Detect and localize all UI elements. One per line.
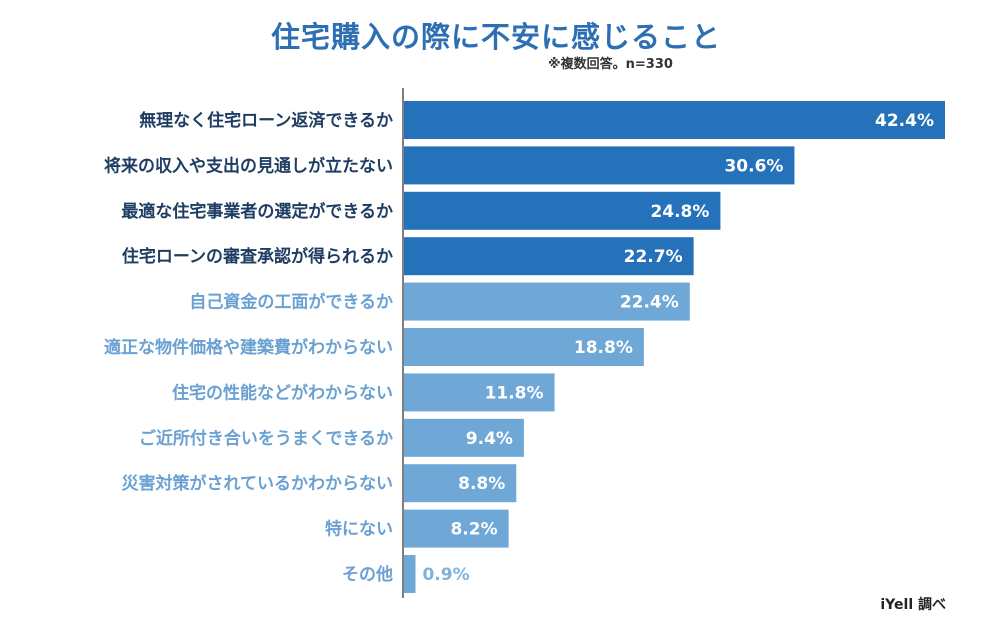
category-label: ご近所付き合いをうまくできるか [139,428,393,449]
value-label: 8.8% [458,474,505,494]
value-label: 24.8% [650,202,709,222]
category-label: 住宅の性能などがわからない [172,382,393,403]
category-label: 適正な物件価格や建築費がわからない [104,337,393,358]
category-label: 最適な住宅事業者の選定ができるか [121,201,393,222]
value-label: 9.4% [466,429,513,449]
category-label: 住宅ローンの審査承認が得られるか [122,246,393,267]
bar [404,464,517,503]
value-label: 22.4% [620,293,679,313]
category-label: その他 [342,564,393,585]
value-label: 22.7% [624,247,683,267]
source-credit: iYell 調べ [880,597,946,613]
category-label: 特にない [325,519,393,540]
bar [404,191,721,230]
value-label: 0.9% [422,565,469,585]
bar [404,282,690,321]
bar [404,328,644,366]
value-label: 8.2% [450,520,497,540]
category-label: 自己資金の工面ができるか [189,292,393,313]
chart-title: 住宅購入の際に不安に感じること [270,20,721,54]
bar [404,509,509,548]
category-label: 将来の収入や支出の見通しが立たない [104,155,393,176]
sample-note: ※複数回答。n=330 [548,57,673,72]
bar [404,555,416,593]
value-label: 42.4% [875,111,934,131]
value-label: 11.8% [485,383,544,403]
bar [404,146,795,185]
value-label: 30.6% [724,156,783,176]
bar [404,237,694,276]
value-label: 18.8% [574,338,633,358]
bar [404,373,555,412]
bar [404,418,524,457]
category-label: 災害対策がされているかわからない [122,473,394,494]
bar [404,101,945,139]
category-label: 無理なく住宅ローン返済できるか [139,110,393,131]
